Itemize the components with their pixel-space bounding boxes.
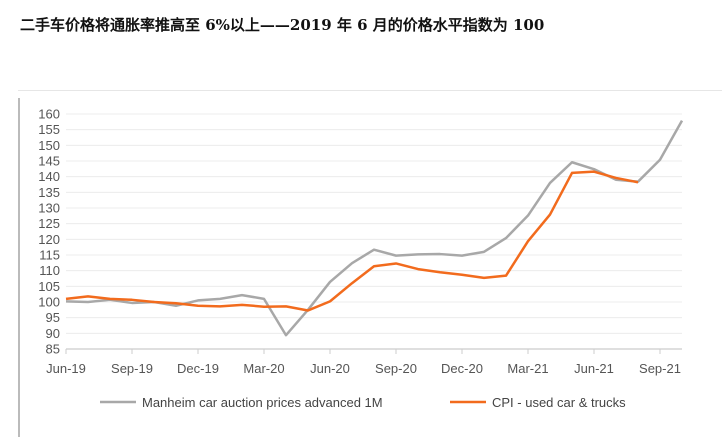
y-axis: 8590951001051101151201251301351401451501… [38,107,60,357]
series-line-cpi [65,170,639,312]
x-tick-label: Sep-21 [639,361,681,376]
y-tick-label: 150 [38,138,60,153]
series-lines [65,119,684,337]
y-tick-label: 135 [38,185,60,200]
y-tick-label: 115 [39,248,60,263]
x-tick-label: Sep-20 [375,361,417,376]
y-tick-label: 100 [38,295,60,310]
chart-title: 二手车价格将通胀率推高至 6%以上——2019 年 6 月的价格水平指数为 10… [20,16,545,34]
legend: Manheim car auction prices advanced 1M C… [100,395,626,410]
x-tick-label: Sep-19 [111,361,153,376]
y-tick-label: 85 [46,342,60,357]
frame-divider [18,90,722,91]
x-tick-label: Jun-19 [46,361,86,376]
x-tick-label: Jun-20 [310,361,350,376]
y-tick-label: 160 [38,107,60,122]
y-tick-label: 130 [38,201,60,216]
y-tick-label: 145 [38,154,60,169]
y-tick-label: 155 [38,122,60,137]
y-tick-label: 140 [38,169,60,184]
y-tick-label: 95 [46,310,60,325]
x-tick-label: Jun-21 [574,361,614,376]
y-tick-label: 105 [38,279,60,294]
x-tick-label: Dec-20 [441,361,483,376]
y-tick-label: 125 [38,216,60,231]
series-line-manheim [65,119,684,337]
y-tick-label: 120 [38,232,60,247]
legend-label-manheim: Manheim car auction prices advanced 1M [142,395,383,410]
gridlines [66,113,682,334]
y-tick-label: 110 [39,263,60,278]
y-tick-label: 90 [46,326,60,341]
x-tick-label: Dec-19 [177,361,219,376]
x-tick-label: Mar-20 [243,361,284,376]
frame-border [18,98,20,437]
x-tick-label: Mar-21 [507,361,548,376]
legend-label-cpi: CPI - used car & trucks [492,395,626,410]
x-axis: Jun-19 Sep-19 Dec-19 Mar-20 Jun-20 Sep-20 Dec-… [46,348,682,376]
